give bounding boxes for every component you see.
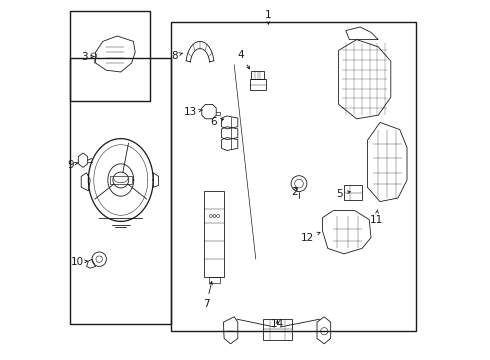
- Text: 10: 10: [71, 257, 88, 267]
- Bar: [110, 176, 132, 184]
- Text: 13: 13: [184, 107, 202, 117]
- Text: 4: 4: [237, 50, 249, 69]
- Bar: [250, 79, 266, 90]
- Text: 14: 14: [271, 319, 284, 329]
- Text: 8: 8: [171, 51, 183, 61]
- Text: 3: 3: [81, 51, 94, 62]
- Bar: [204, 191, 224, 277]
- Text: 5: 5: [336, 189, 350, 199]
- Text: 12: 12: [301, 232, 320, 243]
- Text: 2: 2: [292, 186, 298, 197]
- Text: 11: 11: [370, 210, 383, 225]
- Bar: [251, 71, 264, 79]
- Bar: [71, 58, 171, 324]
- Text: 9: 9: [68, 159, 77, 170]
- Text: 6: 6: [210, 117, 223, 127]
- Bar: [71, 11, 149, 101]
- Bar: [344, 185, 362, 200]
- Bar: [209, 277, 220, 283]
- Text: 7: 7: [203, 282, 213, 309]
- Bar: [263, 319, 292, 340]
- Text: 1: 1: [265, 10, 272, 24]
- Bar: [171, 22, 416, 331]
